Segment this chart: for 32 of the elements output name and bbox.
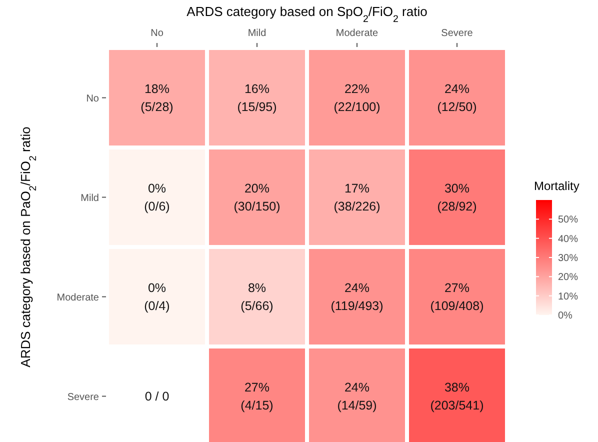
data-label: 24% (119/493) xyxy=(330,281,384,314)
data-label: 8% (5/66) xyxy=(240,281,274,314)
data-label: 27% (4/15) xyxy=(240,380,274,413)
data-label: 22% (22/100) xyxy=(334,82,380,114)
color-bar-label: 0% xyxy=(558,310,573,322)
data-label: 18% (5/28) xyxy=(140,82,174,114)
color-bar-label: 40% xyxy=(558,234,578,245)
data-label: 0% (0/6) xyxy=(144,182,170,214)
data-label: 24% (14/59) xyxy=(337,380,377,413)
x-tick-label: No xyxy=(150,28,164,39)
x-tick-label: Mild xyxy=(248,28,266,39)
data-label: 27% (109/408) xyxy=(430,281,484,314)
data-label: 24% (12/50) xyxy=(437,82,477,114)
text: 0 / 0 xyxy=(144,390,170,404)
y-tick-label: Moderate xyxy=(56,292,100,304)
x-axis-title: ARDS category based on SpO$_{2}$/FiO$_{2}$ ratio xyxy=(186,4,428,24)
color-bar-label: 30% xyxy=(558,253,578,264)
x-tick-label: Severe xyxy=(441,28,474,39)
data-label: 0% (0/4) xyxy=(144,281,170,314)
color-bar-label: 20% xyxy=(558,272,578,284)
y-tick-label: Severe xyxy=(67,392,100,403)
color-bar-label: 50% xyxy=(558,214,578,226)
legend-title: Mortality xyxy=(534,179,580,193)
data-label: 38% (203/541) xyxy=(430,380,484,413)
data-label: 20% (30/150) xyxy=(234,182,280,214)
data-label: 17% (38/226) xyxy=(334,182,380,214)
data-label: 16% (15/95) xyxy=(237,82,277,114)
y-tick-label: Mild xyxy=(80,192,99,204)
y-tick-label: No xyxy=(86,93,100,104)
data-label: 30% (28/92) xyxy=(437,182,477,214)
color-bar-label: 10% xyxy=(558,291,578,302)
x-tick-label: Moderate xyxy=(336,28,379,39)
